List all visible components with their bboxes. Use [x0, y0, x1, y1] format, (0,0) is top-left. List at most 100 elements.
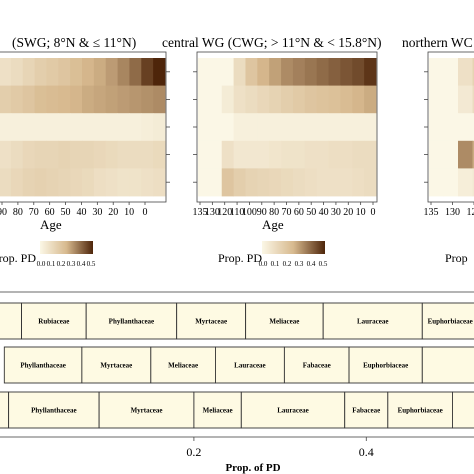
- heatmap-cell: [304, 168, 318, 197]
- heatmap-cell: [141, 140, 154, 169]
- x-tick-label: 60: [45, 207, 55, 218]
- heatmap-cell: [10, 140, 24, 169]
- heatmap-cell: [257, 140, 270, 169]
- heatmap-cell: [46, 140, 59, 169]
- heatmap-cell: [34, 168, 47, 197]
- heatmap-cell: [141, 113, 154, 142]
- heatmap-cell: [0, 168, 12, 197]
- heatmap-cell: [257, 58, 270, 86]
- heatmap-cell: [58, 85, 71, 114]
- heatmap-cell: [233, 85, 246, 114]
- heatmap-cell: [292, 85, 306, 114]
- heatmap-cell: [10, 58, 24, 86]
- x-tick-label: 60: [294, 207, 304, 218]
- family-label: Myrtaceae: [131, 407, 163, 415]
- heatmap-cell: [443, 113, 459, 142]
- heatmap-cell: [82, 113, 95, 142]
- heatmap-cell: [198, 113, 211, 142]
- heatmap-cell: [257, 85, 270, 114]
- age-axis-title-cwg: Age: [262, 217, 284, 232]
- x-tick-label: 110: [230, 207, 245, 218]
- heatmap-cell: [129, 140, 142, 169]
- panel-title-cwg: central WG (CWG; > 11°N & < 15.8°N): [162, 35, 381, 50]
- heatmap-cell: [117, 168, 130, 197]
- family-segment: [322, 302, 423, 340]
- heatmap-cell: [82, 168, 95, 197]
- heatmap-cell: [22, 140, 35, 169]
- family-label: Meliaceae: [203, 407, 233, 415]
- legend-tick-label: 0.5: [319, 260, 328, 268]
- heatmap-cell: [221, 140, 234, 169]
- heatmap-cell: [198, 140, 211, 169]
- family-segment: [421, 346, 474, 384]
- heatmap-cell: [153, 168, 166, 197]
- heatmap-cell: [269, 113, 282, 142]
- x-tick-label: 90: [257, 207, 267, 218]
- heatmap-cell: [245, 58, 258, 86]
- heatmap-cell: [269, 58, 282, 86]
- heatmap-cell: [129, 85, 142, 114]
- heatmap-cell: [281, 168, 294, 197]
- legend-tick-label: 0.1: [271, 260, 280, 268]
- x-tick-label: 90: [0, 207, 7, 218]
- x-tick-label: 20: [108, 207, 118, 218]
- heatmap-cell: [46, 113, 59, 142]
- heatmap-cell: [458, 85, 473, 114]
- legend-tick-label: 0.3: [67, 260, 76, 268]
- heatmap-cell: [221, 113, 234, 142]
- heatmap-cell: [281, 58, 294, 86]
- heatmap-cell: [292, 58, 306, 86]
- heatmap-cell: [82, 58, 95, 86]
- heatmap-cell: [257, 168, 270, 197]
- legend-tick-label: 0.2: [57, 260, 66, 268]
- heatmap-cell: [70, 168, 83, 197]
- family-label: Meliaceae: [269, 318, 299, 326]
- x-tick-label: 135: [424, 207, 439, 218]
- heatmap-cell: [352, 168, 365, 197]
- panel-title-swg: (SWG; 8°N & ≤ 11°N): [12, 35, 136, 50]
- heatmap-cell: [281, 140, 294, 169]
- heatmap-cell: [364, 140, 377, 169]
- x-tick-label: 70: [282, 207, 292, 218]
- x-tick-label: 40: [76, 207, 86, 218]
- family-segment: [348, 346, 423, 384]
- legend-title: Prop: [445, 251, 468, 265]
- family-label: Lauraceae: [357, 318, 389, 326]
- heatmap-cell: [429, 58, 444, 86]
- heatmap-cell: [458, 58, 473, 86]
- x-tick-label: 40: [319, 207, 329, 218]
- heatmap-cell: [70, 58, 83, 86]
- legend-tick-label: 0.4: [77, 260, 86, 268]
- heatmap-cell: [429, 140, 444, 169]
- family-segment: [150, 346, 216, 384]
- heatmap-cell: [58, 58, 71, 86]
- heatmap-cell: [209, 140, 223, 169]
- heatmap-cell: [233, 168, 246, 197]
- heatmap-cell: [0, 58, 12, 86]
- x-tick-label: 20: [343, 207, 353, 218]
- family-segment: [387, 391, 453, 429]
- heatmap-cell: [472, 85, 474, 114]
- heatmap-cell: [58, 140, 71, 169]
- heatmap-cell: [472, 113, 474, 142]
- heatmap-cell: [22, 58, 35, 86]
- x-tick-label: 30: [92, 207, 102, 218]
- heatmap-cell: [429, 168, 444, 197]
- family-segment: [240, 391, 346, 429]
- heatmap-cell: [292, 168, 306, 197]
- family-label: Euphorbiaceae: [363, 362, 408, 370]
- heatmap-cell: [233, 140, 246, 169]
- heatmap-cell: [292, 140, 306, 169]
- heatmap-cell: [352, 140, 365, 169]
- family-label: Myrtaceae: [195, 318, 227, 326]
- family-segment: [81, 346, 152, 384]
- heatmap-cell: [105, 85, 118, 114]
- heatmap-cell: [129, 113, 142, 142]
- heatmap-cell: [0, 85, 12, 114]
- x-tick-label: 80: [13, 207, 23, 218]
- heatmap-cell: [328, 168, 341, 197]
- heatmap-cell: [352, 113, 365, 142]
- heatmap-cell: [269, 85, 282, 114]
- legend-nwg: Prop: [445, 251, 468, 265]
